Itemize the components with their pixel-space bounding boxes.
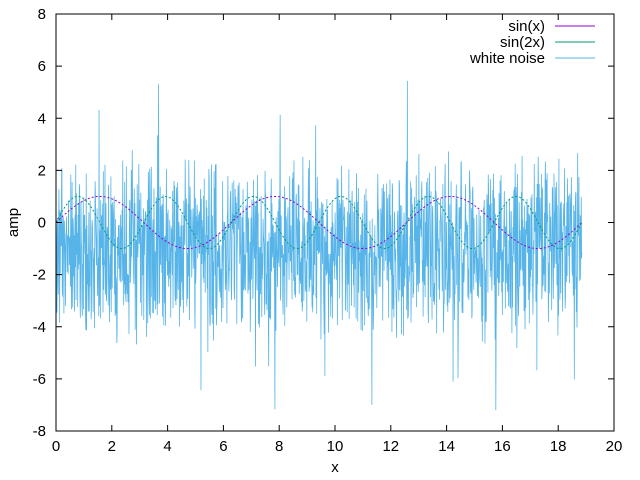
- x-tick-label: 6: [219, 438, 227, 455]
- legend: sin(x)sin(2x)white noise: [469, 18, 595, 67]
- y-axis-label: amp: [5, 208, 22, 237]
- legend-label: white noise: [469, 50, 545, 67]
- y-tick-label: 0: [38, 215, 46, 232]
- y-tick-label: -4: [33, 319, 46, 336]
- y-tick-label: 6: [38, 58, 46, 75]
- x-tick-label: 4: [163, 438, 171, 455]
- y-tick-label: -6: [33, 371, 46, 388]
- x-tick-label: 18: [550, 438, 567, 455]
- y-tick-label: -8: [33, 423, 46, 440]
- plot-area: [55, 80, 583, 411]
- x-tick-label: 8: [275, 438, 283, 455]
- x-tick-label: 20: [606, 438, 623, 455]
- x-tick-label: 14: [438, 438, 455, 455]
- x-tick-label: 12: [382, 438, 399, 455]
- axis-ticks: 0 2 4 6 8 10 12 14 16 18 20 -8 -6 -4 -2 0 2 4 6 8: [33, 6, 623, 455]
- x-tick-label: 16: [494, 438, 511, 455]
- y-tick-label: 4: [38, 110, 46, 127]
- x-tick-label: 0: [52, 438, 60, 455]
- y-tick-label: -2: [33, 267, 46, 284]
- legend-label: sin(x): [508, 18, 545, 35]
- x-tick-label: 10: [327, 438, 344, 455]
- legend-label: sin(2x): [500, 34, 545, 51]
- x-tick-label: 2: [108, 438, 116, 455]
- y-tick-label: 8: [38, 6, 46, 23]
- series-line: [55, 80, 583, 411]
- x-axis-label: x: [331, 459, 339, 476]
- y-tick-label: 2: [38, 162, 46, 179]
- series-line: [55, 195, 583, 250]
